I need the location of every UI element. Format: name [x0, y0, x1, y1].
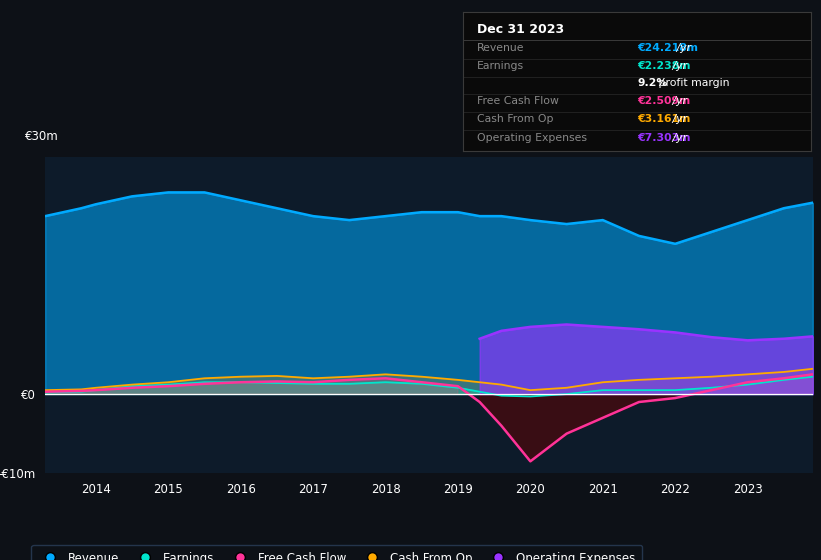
Text: Cash From Op: Cash From Op	[477, 114, 553, 124]
Text: €2.509m: €2.509m	[637, 96, 690, 106]
Text: Operating Expenses: Operating Expenses	[477, 133, 587, 143]
Text: 9.2%: 9.2%	[637, 78, 667, 87]
Text: Dec 31 2023: Dec 31 2023	[477, 24, 564, 36]
Text: €7.303m: €7.303m	[637, 133, 690, 143]
Legend: Revenue, Earnings, Free Cash Flow, Cash From Op, Operating Expenses: Revenue, Earnings, Free Cash Flow, Cash …	[31, 544, 643, 560]
Text: /yr: /yr	[669, 114, 687, 124]
Text: /yr: /yr	[673, 43, 691, 53]
Text: /yr: /yr	[669, 96, 687, 106]
Text: profit margin: profit margin	[655, 78, 730, 87]
Text: €24.218m: €24.218m	[637, 43, 698, 53]
Text: Revenue: Revenue	[477, 43, 525, 53]
Text: Free Cash Flow: Free Cash Flow	[477, 96, 559, 106]
Text: /yr: /yr	[669, 133, 687, 143]
Text: Earnings: Earnings	[477, 61, 524, 71]
Text: €30m: €30m	[25, 130, 58, 143]
Text: €3.161m: €3.161m	[637, 114, 690, 124]
Text: /yr: /yr	[669, 61, 687, 71]
Text: €2.238m: €2.238m	[637, 61, 690, 71]
